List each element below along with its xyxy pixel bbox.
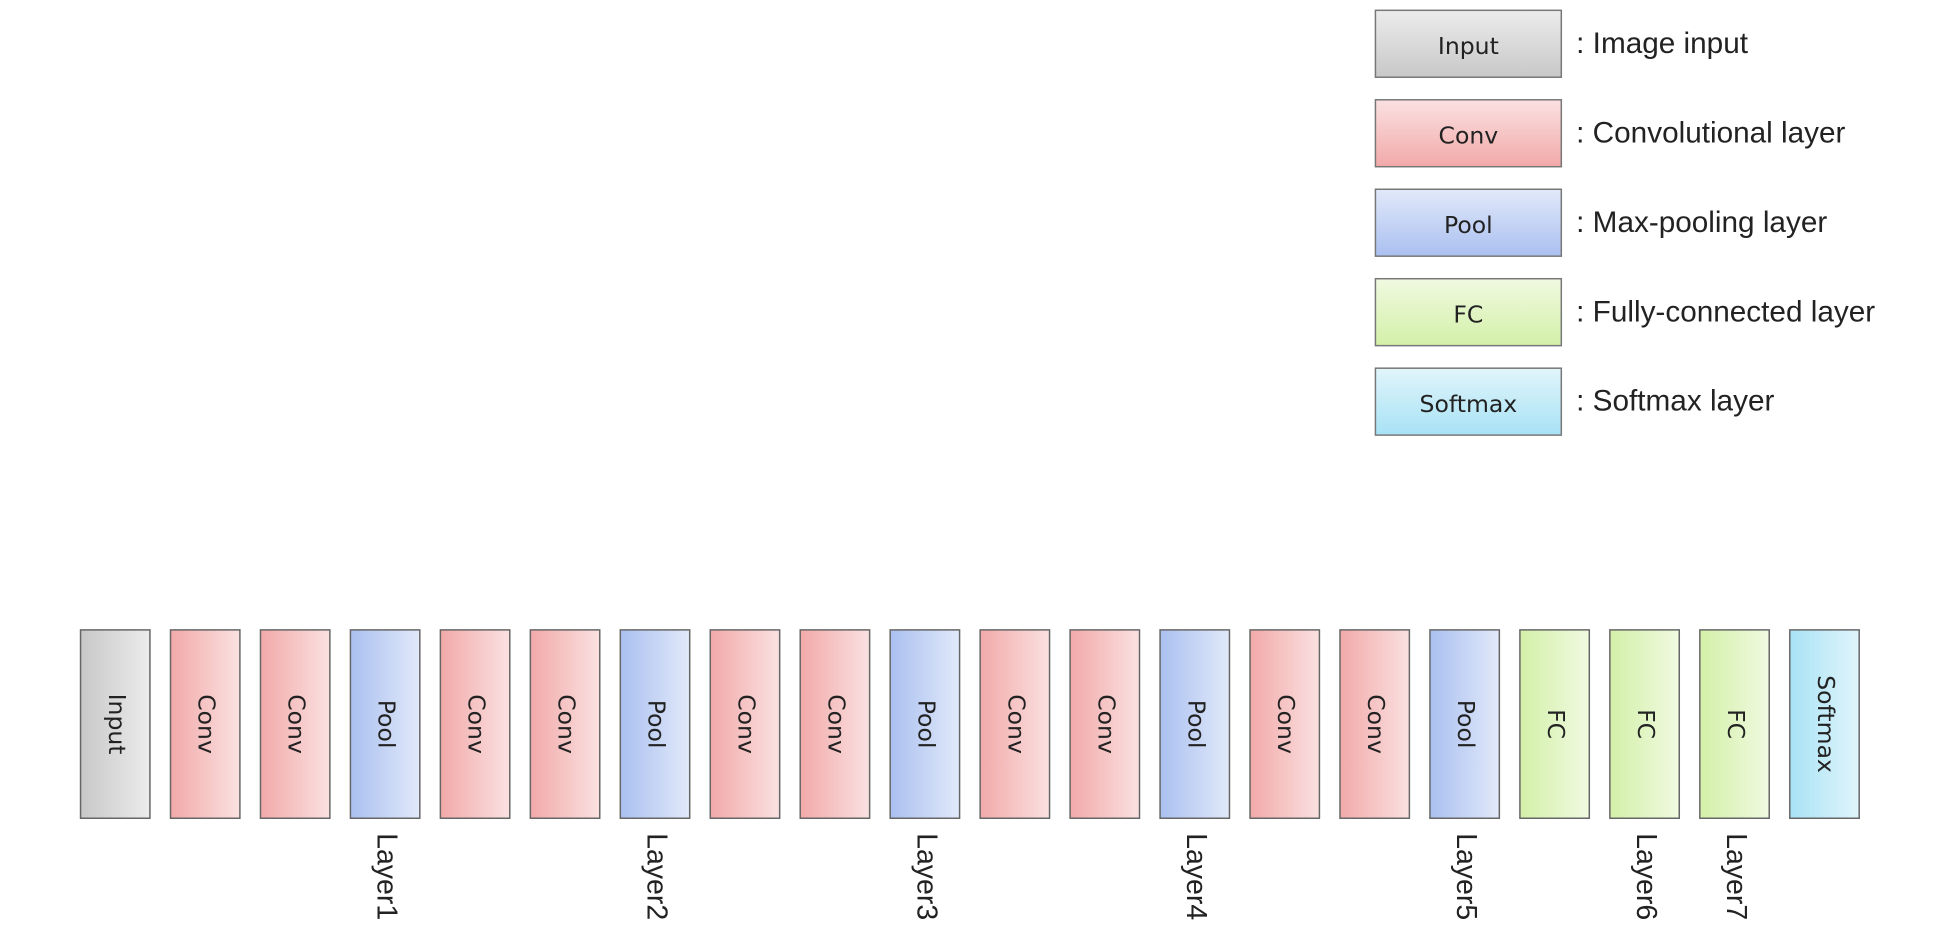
block-label: Conv — [1272, 694, 1300, 754]
layer-label: Layer1 — [371, 833, 403, 920]
block-label: Conv — [1092, 694, 1120, 754]
layer-block — [709, 629, 781, 819]
layer-block — [1249, 629, 1321, 819]
layer-block — [619, 629, 691, 819]
legend-description: : Image input — [1576, 27, 1749, 60]
layer-block — [1159, 629, 1231, 819]
block-label: FC — [1632, 709, 1660, 739]
layer-label: Layer2 — [640, 833, 672, 920]
legend-box-label: FC — [1453, 300, 1483, 328]
legend-box — [1374, 99, 1563, 168]
layer-block — [1429, 629, 1501, 819]
layer-block — [889, 629, 961, 819]
layer-block — [979, 629, 1051, 819]
block-label: Conv — [1362, 694, 1390, 754]
layer-block — [1609, 629, 1681, 819]
legend-description: : Softmax layer — [1576, 385, 1774, 418]
layer-label: Layer4 — [1180, 833, 1212, 920]
block-label: FC — [1722, 709, 1750, 739]
layer-block — [1519, 629, 1591, 819]
legend-description: : Fully-connected layer — [1576, 295, 1875, 328]
layer-block — [169, 629, 241, 819]
layer-block — [799, 629, 871, 819]
layer-block — [1339, 629, 1411, 819]
layer-label: Layer6 — [1630, 833, 1662, 920]
legend-box-label: Softmax — [1420, 390, 1518, 418]
block-label: Softmax — [1812, 675, 1840, 773]
block-label: Conv — [463, 694, 491, 754]
legend-description: : Convolutional layer — [1576, 116, 1845, 149]
block-label: Pool — [912, 700, 940, 749]
block-label: Pool — [373, 700, 401, 749]
block-label: Pool — [643, 700, 671, 749]
layer-block — [79, 629, 151, 819]
legend-box — [1374, 188, 1563, 257]
block-label: Conv — [1002, 694, 1030, 754]
layer-label: Layer3 — [910, 833, 942, 920]
legend-box-label: Input — [1438, 32, 1499, 60]
block-label: Conv — [822, 694, 850, 754]
legend-description: : Max-pooling layer — [1576, 206, 1827, 239]
layer-block — [259, 629, 331, 819]
legend-box-label: Pool — [1444, 211, 1493, 239]
legend-box — [1374, 277, 1563, 347]
legend-box — [1374, 9, 1563, 78]
block-label: Pool — [1182, 700, 1210, 749]
layer-block — [1699, 629, 1770, 819]
layer-label: Layer7 — [1720, 833, 1752, 920]
block-label: Conv — [283, 694, 311, 754]
layer-block — [439, 629, 511, 819]
block-label: FC — [1542, 709, 1570, 739]
block-label: Input — [103, 694, 131, 755]
layer-label: Layer5 — [1450, 833, 1482, 920]
legend-box — [1374, 367, 1563, 436]
block-label: Conv — [732, 694, 760, 754]
block-label: Conv — [193, 694, 221, 754]
block-label: Conv — [553, 694, 581, 754]
layer-block — [529, 629, 601, 819]
layer-block — [1069, 629, 1141, 819]
layer-block — [349, 629, 421, 819]
legend-box-label: Conv — [1439, 121, 1499, 149]
block-label: Pool — [1452, 700, 1480, 749]
layer-block — [1789, 629, 1860, 819]
